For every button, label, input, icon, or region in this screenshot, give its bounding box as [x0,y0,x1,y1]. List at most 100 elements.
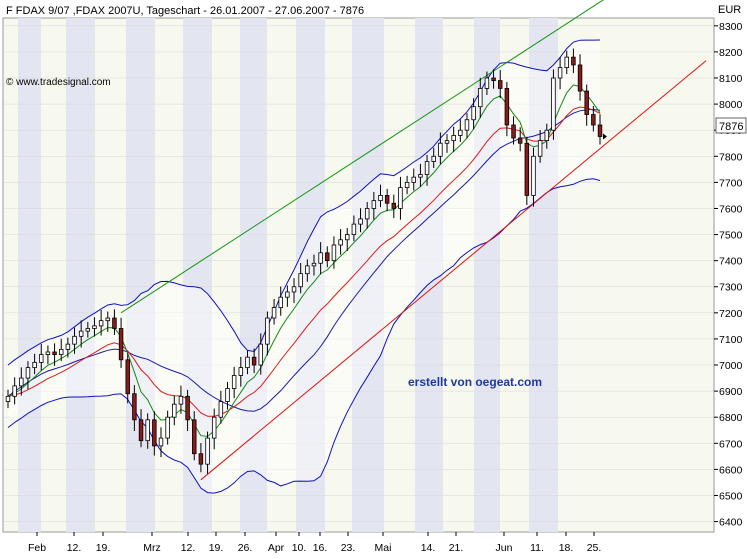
candle [497,69,503,99]
candle-body-up [218,401,224,418]
candle [424,154,430,186]
candle [192,411,197,461]
candle [278,286,283,316]
candle-body-up [178,395,184,405]
candle-body-up [211,416,217,439]
candle [371,192,377,220]
candle [125,353,130,404]
candle [98,309,104,336]
candle-body-up [278,296,283,309]
candle [92,317,97,337]
x-tick-label: 25. [587,542,602,554]
week-band [415,18,443,532]
y-tick-label: 7300 [719,282,743,294]
x-tick-label: Mrz [143,542,161,554]
candle-body-down [597,124,603,137]
candle-body-down [391,202,397,209]
x-tick-label: 12. [67,542,82,554]
candle [577,54,583,101]
candle [537,129,543,163]
candle-body-down [511,124,516,139]
candle [231,366,237,399]
candle [331,236,337,269]
moving-average-short [7,84,601,437]
candle-body-up [331,244,337,262]
candle [364,201,370,229]
candle [458,119,463,142]
candle [517,127,523,152]
candle [72,327,77,354]
bollinger-upper-band [7,39,601,366]
y-tick-label: 7600 [719,203,743,215]
candle [557,56,563,90]
candle [265,311,270,356]
bollinger-lower-band [7,178,601,494]
candle-body-down [584,90,589,115]
last-close-marker [603,133,607,140]
candle-body-down [524,142,530,196]
candle-body-up [245,356,250,369]
candle-body-down [325,252,330,262]
candle-body-down [138,419,144,442]
candle [484,71,490,95]
candle-body-down [52,351,57,355]
candle [271,299,277,325]
candle [551,69,556,140]
candle [564,50,569,75]
candle-body-down [185,395,190,421]
candle [431,147,436,169]
candle [225,381,230,410]
candle [591,105,596,132]
x-tick-label: 14. [421,542,436,554]
y-tick-label: 7700 [719,177,743,189]
candle [65,337,71,358]
candle-body-up [451,135,456,142]
candle-body-up [537,140,543,157]
candle [511,116,516,145]
candle-body-up [478,88,483,108]
candle [418,163,423,187]
candle-body-up [271,307,277,319]
candle [597,114,603,145]
y-tick-label: 7200 [719,308,743,320]
candle [311,254,317,276]
candle-body-up [378,195,383,202]
candle [152,411,157,456]
candle-body-up [557,67,563,79]
candle-body-up [72,335,77,345]
candle-body-down [192,419,197,455]
candle [285,285,290,307]
candle-body-up [145,419,150,442]
candle-body-down [118,328,124,361]
candle-body-up [371,200,377,209]
candle-body-down [152,419,157,447]
watermark-text: © www.tradesignal.com [6,77,111,88]
candle [85,321,91,338]
candle-body-up [98,320,104,327]
y-tick-label: 7000 [719,360,743,372]
candle [404,175,410,195]
candle [318,242,323,275]
x-tick-label: 10. [292,542,307,554]
candle [45,345,51,365]
candle [524,136,530,206]
candle-body-up [364,208,370,220]
lower-trendline [200,60,707,481]
candle [478,77,483,118]
x-tick-label: 18. [559,542,574,554]
candle [378,184,383,208]
candle-body-up [25,367,31,379]
candle [198,443,204,473]
x-tick-label: Apr [268,542,285,554]
candle-body-up [258,343,263,366]
y-tick-label: 8000 [719,99,743,111]
candle [338,229,343,255]
candle-body-up [165,416,170,439]
x-tick-label: 11. [530,542,544,554]
candle [178,385,184,414]
candle [438,132,443,165]
candle [584,84,589,126]
candle [471,98,476,130]
x-tick-label: 19. [209,542,224,554]
y-tick-label: 6900 [719,386,743,398]
